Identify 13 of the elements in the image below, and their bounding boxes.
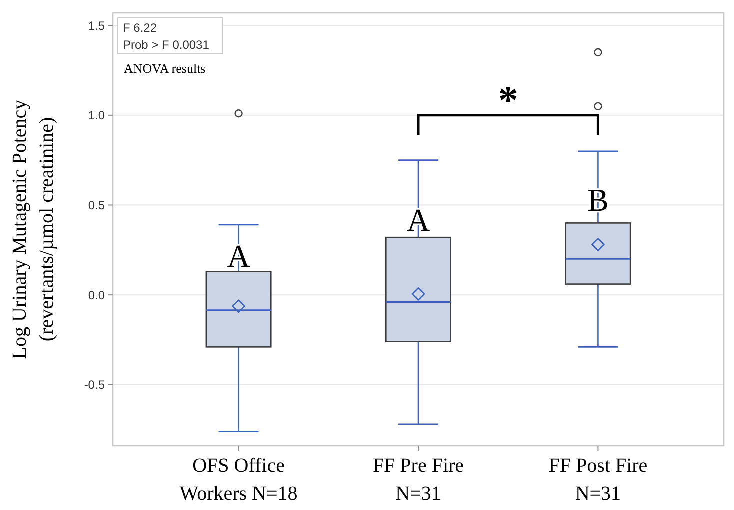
y-axis-title: Log Urinary Mutagenic Potency (revertants/µmol creatinine) <box>9 100 58 360</box>
y-tick-label: 1.0 <box>88 108 106 123</box>
x-tick-label: OFS Office Workers N=18 <box>180 455 298 505</box>
y-tick-label: 0.5 <box>88 198 106 212</box>
annotation: * <box>498 77 518 122</box>
annotation: Prob > F 0.0031 <box>123 38 210 52</box>
y-tick-label: 1.5 <box>88 18 106 33</box>
y-tick-label: 0.0 <box>88 288 106 302</box>
y-tick-label: -0.5 <box>84 378 106 392</box>
annotation: ANOVA results <box>124 61 206 76</box>
annotation: F 6.22 <box>123 21 158 35</box>
x-tick-label: FF Post Fire N=31 <box>548 455 648 505</box>
x-tick-label: FF Pre Fire N=31 <box>372 455 464 505</box>
